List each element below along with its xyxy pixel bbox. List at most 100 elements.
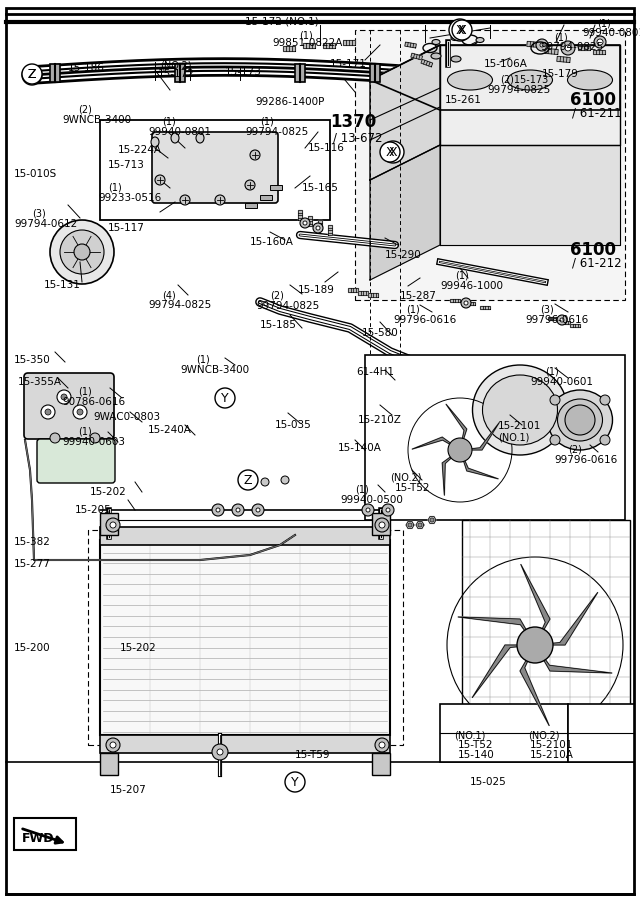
Text: 15-189: 15-189 <box>298 285 335 295</box>
Text: X: X <box>386 146 394 158</box>
Text: Z: Z <box>28 68 36 80</box>
Circle shape <box>50 433 60 443</box>
Ellipse shape <box>451 56 461 62</box>
Text: (2)15-173: (2)15-173 <box>500 75 548 85</box>
Bar <box>14 818 76 850</box>
Circle shape <box>90 433 100 443</box>
Bar <box>175 64 185 82</box>
Polygon shape <box>323 42 335 48</box>
Text: 15-165: 15-165 <box>302 183 339 193</box>
Text: 15-287: 15-287 <box>400 291 437 301</box>
Text: (1): (1) <box>299 30 313 40</box>
Polygon shape <box>446 404 467 450</box>
Polygon shape <box>535 592 598 645</box>
Text: 15-2101: 15-2101 <box>530 740 573 750</box>
Text: 15-580: 15-580 <box>362 328 399 338</box>
Text: 15-202: 15-202 <box>90 487 127 497</box>
Circle shape <box>594 36 606 48</box>
Circle shape <box>155 175 165 185</box>
Circle shape <box>110 742 116 748</box>
Text: (1): (1) <box>597 18 611 28</box>
Text: (NO.1): (NO.1) <box>498 432 529 442</box>
Text: X: X <box>458 23 467 37</box>
Circle shape <box>379 742 385 748</box>
Circle shape <box>382 141 404 163</box>
Circle shape <box>212 744 228 760</box>
Circle shape <box>517 627 553 663</box>
Text: 61-4H1: 61-4H1 <box>356 367 394 377</box>
Text: 15-240A: 15-240A <box>148 425 192 435</box>
Text: 15-117: 15-117 <box>108 223 145 233</box>
Text: / 13-672: / 13-672 <box>333 131 383 145</box>
Text: (2): (2) <box>270 290 284 300</box>
Text: FWD: FWD <box>22 832 54 844</box>
Bar <box>100 527 390 545</box>
Bar <box>365 355 625 520</box>
Circle shape <box>600 435 610 445</box>
Polygon shape <box>368 293 378 297</box>
Circle shape <box>386 508 390 512</box>
Circle shape <box>217 749 223 755</box>
Text: 9WNCB-3400: 9WNCB-3400 <box>62 115 131 125</box>
Ellipse shape <box>431 53 441 59</box>
Polygon shape <box>458 617 535 645</box>
Text: 99796-0616: 99796-0616 <box>525 315 588 325</box>
Text: 99794-0825: 99794-0825 <box>540 42 604 52</box>
Ellipse shape <box>508 70 552 90</box>
Text: (1): (1) <box>162 117 176 127</box>
Polygon shape <box>416 521 424 528</box>
Text: 15-202: 15-202 <box>120 643 157 653</box>
Text: 99286-1400P: 99286-1400P <box>255 97 324 107</box>
Circle shape <box>252 504 264 516</box>
Text: 15-106A: 15-106A <box>484 59 528 69</box>
Bar <box>440 704 568 762</box>
Text: 1370: 1370 <box>330 113 376 131</box>
Bar <box>100 540 390 735</box>
Bar <box>50 64 60 82</box>
Circle shape <box>375 738 389 752</box>
Text: 9WAC0-0803: 9WAC0-0803 <box>93 412 160 422</box>
Text: 15-210Z: 15-210Z <box>358 415 402 425</box>
Circle shape <box>461 298 471 308</box>
Text: Y: Y <box>291 776 299 788</box>
FancyBboxPatch shape <box>24 373 114 439</box>
Circle shape <box>452 20 472 40</box>
Circle shape <box>73 405 87 419</box>
Polygon shape <box>548 317 558 319</box>
Text: 15-010S: 15-010S <box>14 169 57 179</box>
Circle shape <box>215 388 235 408</box>
Text: 15-131: 15-131 <box>44 280 81 290</box>
Bar <box>370 64 380 82</box>
Text: (1): (1) <box>355 485 369 495</box>
Circle shape <box>362 504 374 516</box>
Polygon shape <box>593 50 605 54</box>
Text: (1): (1) <box>406 305 420 315</box>
Circle shape <box>241 481 249 489</box>
Polygon shape <box>450 299 460 302</box>
Polygon shape <box>370 145 440 280</box>
Text: (2): (2) <box>78 105 92 115</box>
FancyBboxPatch shape <box>152 132 278 203</box>
Bar <box>245 203 257 208</box>
Polygon shape <box>480 305 490 309</box>
Text: X: X <box>388 146 397 158</box>
Polygon shape <box>535 645 612 673</box>
Bar <box>568 704 634 762</box>
Text: 15-172 (NO.1): 15-172 (NO.1) <box>245 17 319 27</box>
Text: 99851-0822A: 99851-0822A <box>273 38 343 48</box>
Circle shape <box>430 518 434 522</box>
Text: 90786-0616: 90786-0616 <box>62 397 125 407</box>
Polygon shape <box>440 45 620 145</box>
Text: 99794-0825: 99794-0825 <box>487 85 550 95</box>
Text: Z: Z <box>28 68 36 82</box>
Ellipse shape <box>196 133 204 143</box>
Text: (2): (2) <box>568 445 582 455</box>
Text: 15-116: 15-116 <box>308 143 345 153</box>
Circle shape <box>565 405 595 435</box>
Circle shape <box>550 395 560 405</box>
Text: 15-140A: 15-140A <box>338 443 382 453</box>
Circle shape <box>408 523 412 527</box>
Text: 99794-0825: 99794-0825 <box>245 127 308 137</box>
Bar <box>462 520 630 745</box>
Polygon shape <box>570 323 580 327</box>
